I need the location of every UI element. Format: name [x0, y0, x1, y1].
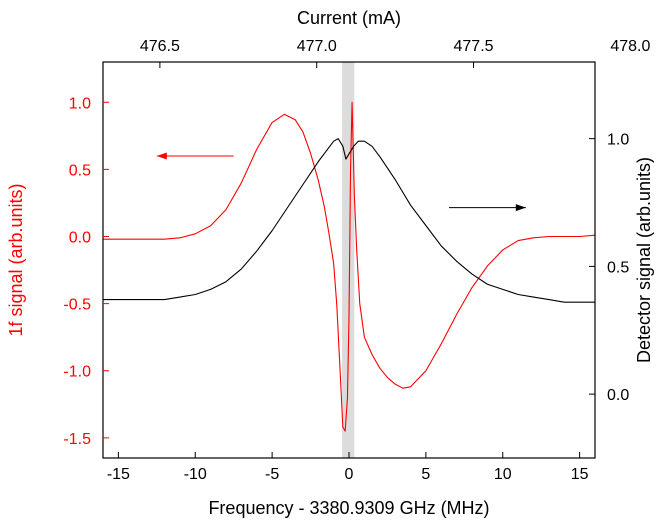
left-tick-label: 0.0 — [69, 230, 91, 247]
annotation-arrow-head-0 — [156, 152, 167, 160]
left-tick-label: 0.5 — [69, 162, 91, 179]
right-tick-label: 0.5 — [607, 259, 629, 276]
series-line-0 — [103, 101, 596, 432]
x-tick-label: -10 — [184, 466, 207, 483]
highlight-band — [342, 62, 355, 458]
top-tick-label: 477.0 — [297, 38, 337, 55]
x-axis-title: Frequency - 3380.9309 GHz (MHz) — [208, 498, 489, 518]
annotation-arrow-head-1 — [515, 204, 526, 212]
right-axis-title: Detector signal (arb.units) — [634, 157, 654, 363]
left-tick-label: -1.0 — [63, 364, 91, 381]
x-tick-label: 10 — [494, 466, 512, 483]
x-tick-label: -15 — [107, 466, 130, 483]
left-tick-label: -0.5 — [63, 297, 91, 314]
x-tick-label: -5 — [265, 466, 279, 483]
right-tick-label: 0.0 — [607, 387, 629, 404]
left-axis-title: 1f signal (arb.units) — [6, 183, 26, 336]
right-tick-label: 1.0 — [607, 132, 629, 149]
top-axis-title: Current (mA) — [297, 8, 401, 28]
top-tick-label: 477.5 — [454, 38, 494, 55]
left-tick-label: 1.0 — [69, 95, 91, 112]
top-tick-label: 478.0 — [610, 38, 650, 55]
x-tick-label: 5 — [421, 466, 430, 483]
left-tick-label: -1.5 — [63, 431, 91, 448]
series-line-1 — [103, 138, 595, 303]
x-tick-label: 0 — [345, 466, 354, 483]
x-tick-label: 15 — [571, 466, 589, 483]
top-tick-label: 476.5 — [140, 38, 180, 55]
